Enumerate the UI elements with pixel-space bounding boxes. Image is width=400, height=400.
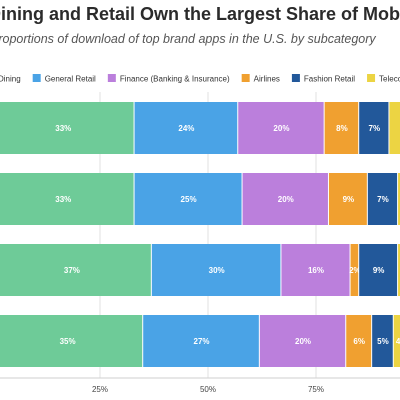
data-label-r1-s1: 25% [181,195,197,204]
data-label-r1-s3: 9% [343,195,355,204]
data-label-r0-s1: 24% [178,124,194,133]
data-label-r3-s5: 4 [396,337,400,346]
legend-label-0: Dining [0,75,21,84]
data-label-r1-s2: 20% [278,195,294,204]
data-label-r3-s2: 20% [295,337,311,346]
data-label-r0-s2: 20% [273,124,289,133]
legend-swatch-4 [291,74,300,82]
bar-r1-s5 [398,173,400,225]
legend-swatch-1 [32,74,41,82]
data-label-r3-s4: 5% [377,337,389,346]
data-label-r2-s2: 16% [308,266,324,275]
data-label-r3-s1: 27% [194,337,210,346]
bar-r2-s3 [350,244,359,296]
bar-r1-s0 [0,173,134,225]
bar-r0-s3 [324,102,359,154]
data-label-r0-s3: 8% [336,124,348,133]
legend-label-5: Telecommunications [379,75,400,84]
data-label-r2-s3: 2% [349,266,361,275]
data-label-r3-s3: 6% [353,337,365,346]
chart-subtitle: Proportions of download of top brand app… [0,32,376,46]
bar-r2-s1 [151,244,281,296]
legend-label-1: General Retail [45,75,96,84]
bar-r2-s2 [281,244,350,296]
bar-r2-s4 [359,244,398,296]
data-label-r2-s1: 30% [209,266,225,275]
data-label-r1-s0: 33% [55,195,71,204]
bar-r1-s2 [242,173,328,225]
bar-r2-s5 [398,244,400,296]
legend-label-4: Fashion Retail [304,75,355,84]
data-label-r2-s4: 9% [373,266,385,275]
bar-r0-s4 [359,102,389,154]
bar-r0-s0 [0,102,134,154]
legend-label-2: Finance (Banking & Insurance) [120,75,230,84]
legend-swatch-3 [241,74,250,82]
data-label-r0-s0: 33% [55,124,71,133]
bar-r3-s0 [0,315,143,367]
bar-r3-s4 [372,315,393,367]
bar-r3-s1 [143,315,259,367]
bar-r0-s2 [238,102,324,154]
chart-title: Dining and Retail Own the Largest Share … [0,4,400,24]
bar-r1-s4 [367,173,398,225]
bar-r0-s1 [134,102,238,154]
data-label-r0-s4: 7% [369,124,381,133]
x-tick-label-25: 25% [92,385,108,394]
legend-swatch-5 [367,74,376,82]
legend-label-3: Airlines [254,75,280,84]
x-tick-label-75: 75% [308,385,324,394]
data-label-r1-s4: 7% [377,195,389,204]
bar-r0-s5 [389,102,400,154]
x-tick-label-50: 50% [200,385,216,394]
bar-r1-s1 [134,173,242,225]
legend-swatch-2 [107,74,116,82]
bar-r2-s0 [0,244,151,296]
bar-r3-s2 [259,315,346,367]
data-label-r3-s0: 35% [60,337,76,346]
bar-r3-s5 [393,315,400,367]
data-label-r2-s0: 37% [64,266,80,275]
bar-r3-s3 [346,315,372,367]
bar-r1-s3 [328,173,367,225]
